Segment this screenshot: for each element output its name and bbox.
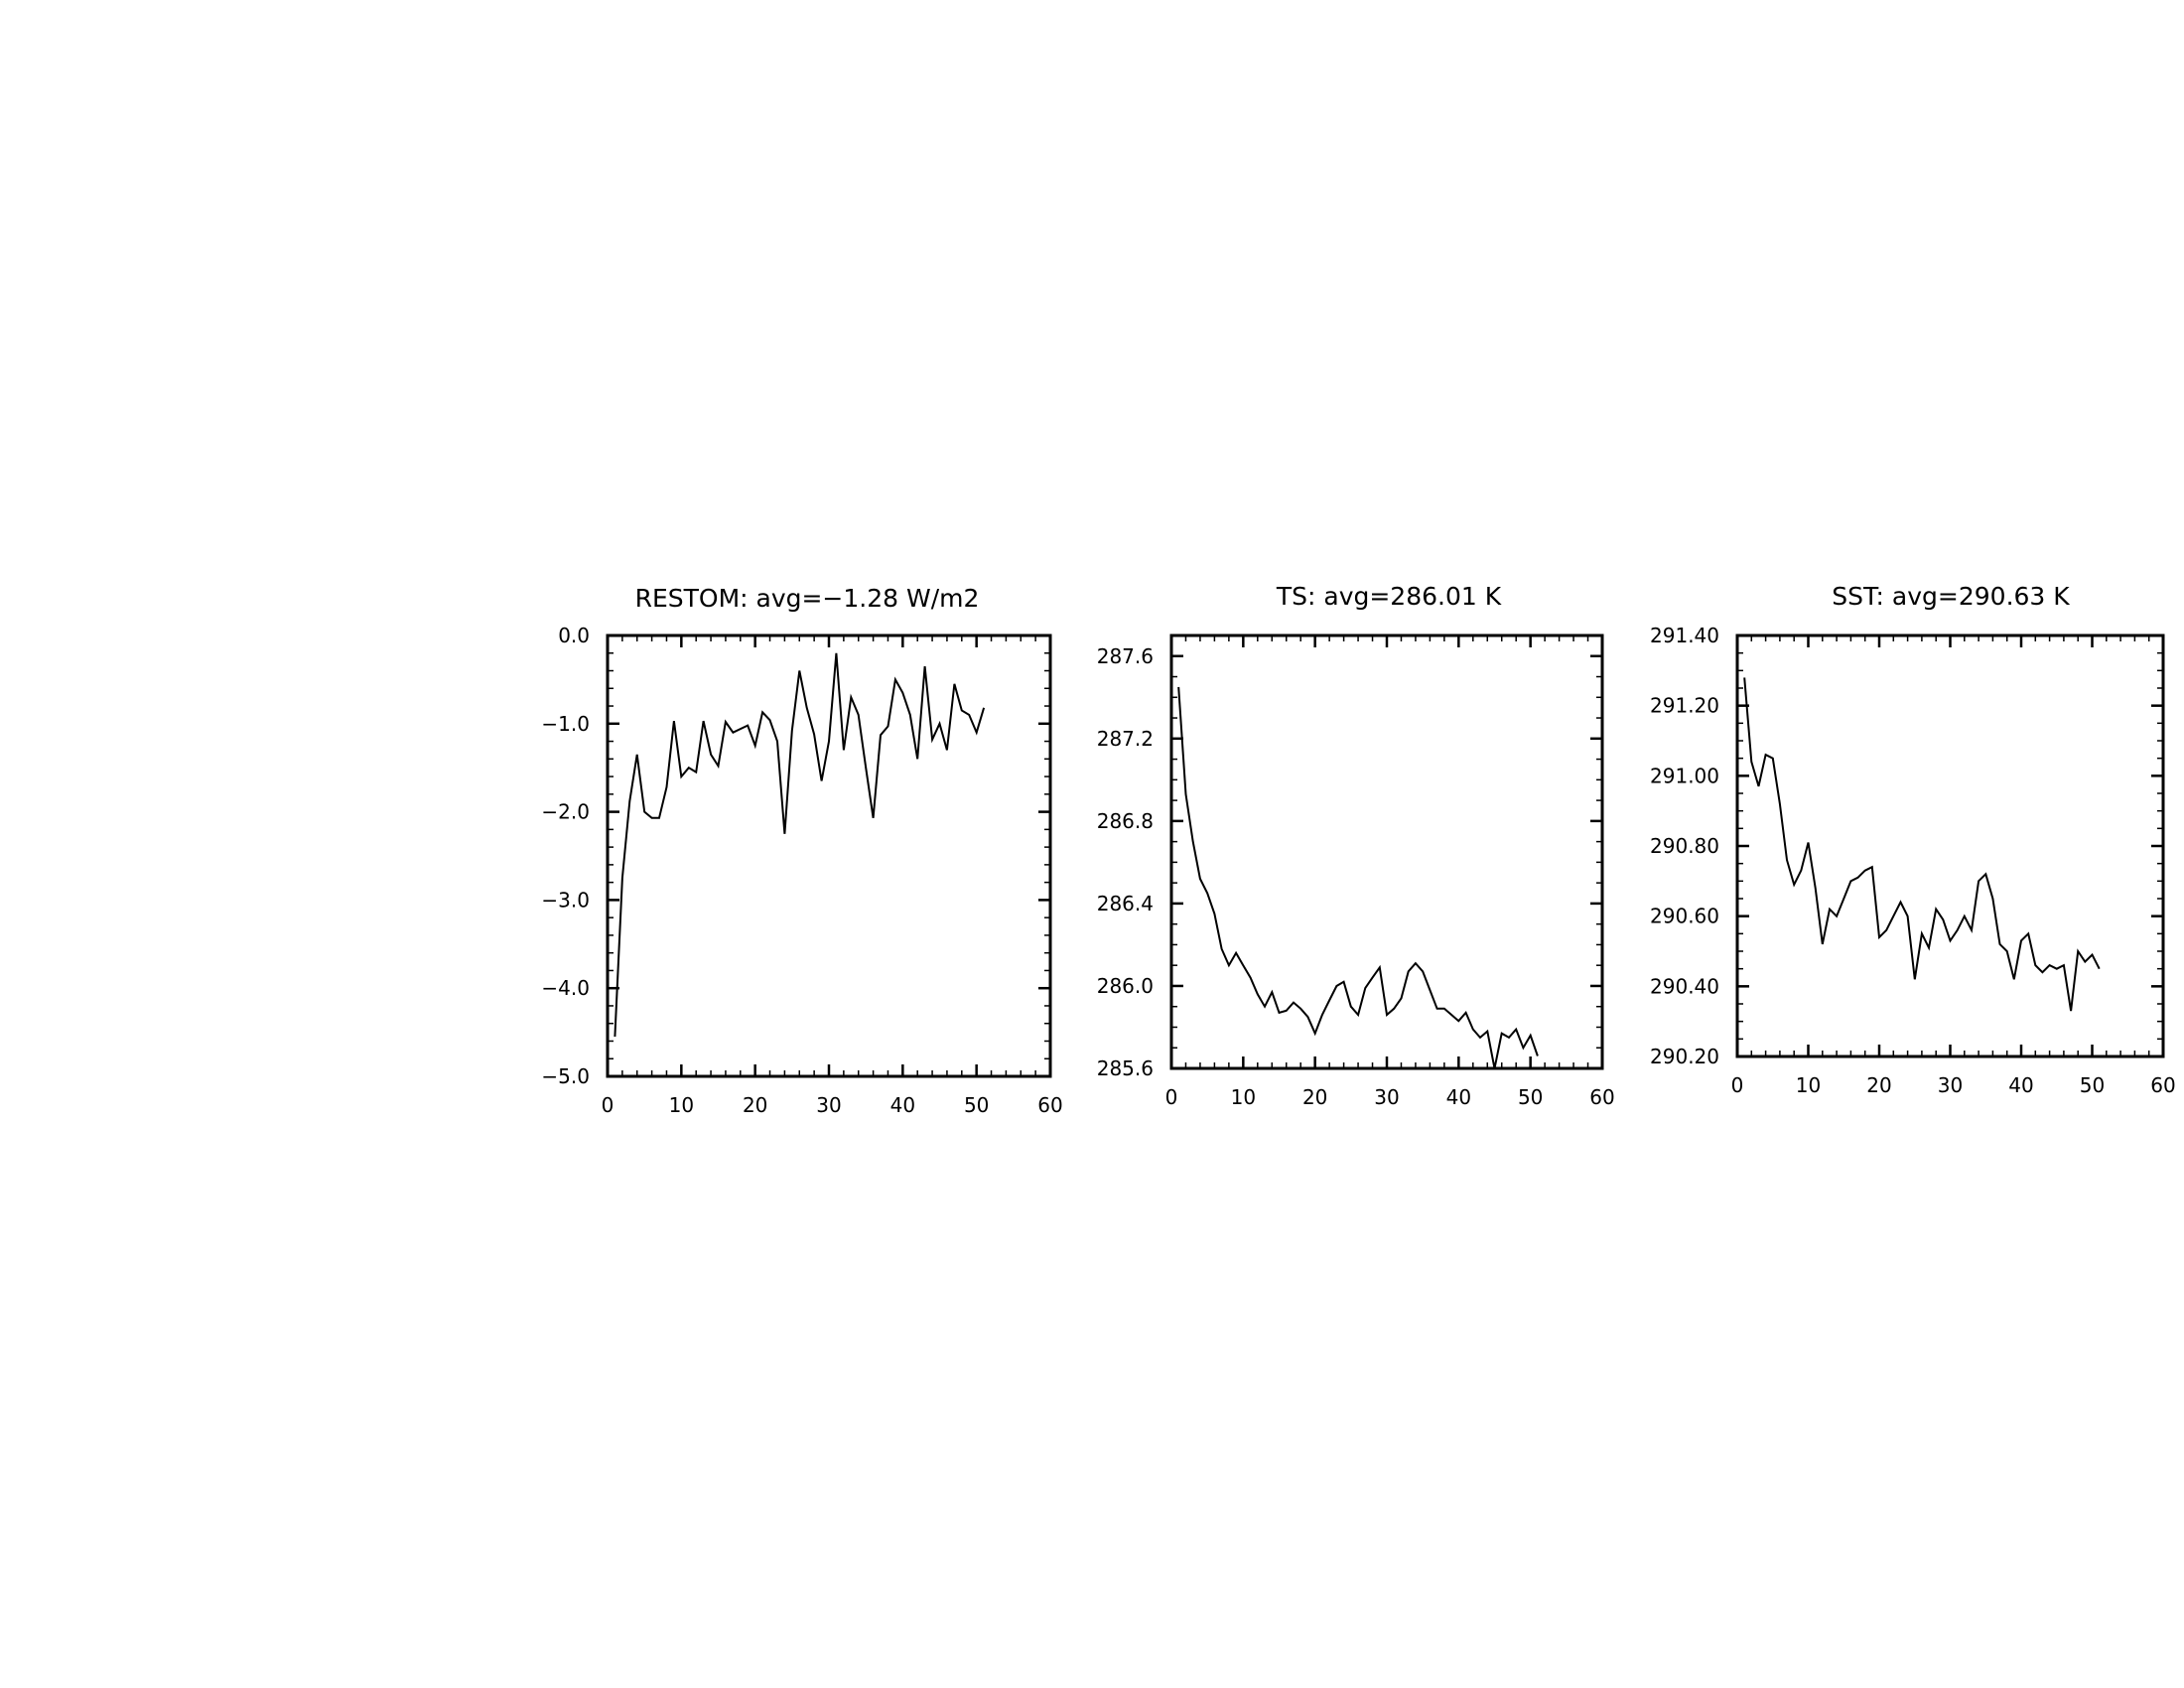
x-tick-label: 10	[1796, 1073, 1821, 1097]
y-tick-label: 290.20	[1650, 1045, 1719, 1068]
y-tick-label: 290.40	[1650, 974, 1719, 998]
x-tick-label: 0	[1165, 1085, 1178, 1109]
x-tick-label: 0	[602, 1093, 614, 1117]
y-tick-label: 286.4	[1097, 892, 1154, 915]
y-tick-label: 287.2	[1097, 727, 1154, 751]
y-tick-label: 0.0	[558, 624, 590, 647]
x-tick-label: 60	[2150, 1073, 2175, 1097]
x-tick-label: 60	[1589, 1085, 1614, 1109]
chart-title: TS: avg=286.01 K	[1276, 582, 1502, 611]
chart-title: RESTOM: avg=−1.28 W/m2	[635, 584, 980, 613]
series-line	[1177, 686, 1539, 1069]
y-tick-label: 291.40	[1650, 624, 1719, 647]
y-tick-label: 285.6	[1097, 1056, 1154, 1080]
y-tick-label: 287.6	[1097, 644, 1154, 668]
x-tick-label: 20	[743, 1093, 767, 1117]
chart-title: SST: avg=290.63 K	[1832, 582, 2070, 611]
y-tick-label: 290.80	[1650, 834, 1719, 858]
sst-panel: SST: avg=290.63 K 0 10 20 30 40 50 60 290.20 290…	[1650, 582, 2176, 1097]
y-tick-label: −4.0	[541, 976, 590, 1000]
y-tick-label: 290.60	[1650, 905, 1719, 928]
y-tick-label: −5.0	[541, 1064, 590, 1088]
plot-frame	[1735, 633, 2165, 1058]
y-tick-label: −3.0	[541, 888, 590, 912]
y-tick-label: 286.8	[1097, 809, 1154, 833]
x-tick-label: 20	[1866, 1073, 1891, 1097]
x-tick-label: 30	[1374, 1085, 1399, 1109]
y-tick-label: −2.0	[541, 800, 590, 824]
x-tick-label: 60	[1037, 1093, 1062, 1117]
x-tick-label: 0	[1731, 1073, 1744, 1097]
y-tick-label: 291.00	[1650, 764, 1719, 787]
x-tick-label: 30	[1938, 1073, 1963, 1097]
y-tick-label: 286.0	[1097, 974, 1154, 998]
x-tick-label: 50	[2080, 1073, 2105, 1097]
x-tick-label: 10	[669, 1093, 694, 1117]
y-tick-label: −1.0	[541, 712, 590, 736]
x-tick-label: 40	[2008, 1073, 2033, 1097]
x-tick-label: 40	[1446, 1085, 1471, 1109]
series-line	[1743, 677, 2101, 1012]
x-tick-label: 30	[816, 1093, 841, 1117]
plot-frame	[606, 633, 1052, 1078]
x-tick-label: 20	[1302, 1085, 1327, 1109]
plot-frame	[1169, 633, 1604, 1070]
x-tick-label: 40	[890, 1093, 915, 1117]
series-line	[614, 652, 986, 1038]
x-tick-label: 10	[1231, 1085, 1256, 1109]
restom-panel: RESTOM: avg=−1.28 W/m2 0 10 20 30 40 50 60 −5.0…	[541, 584, 1062, 1117]
x-tick-label: 50	[964, 1093, 989, 1117]
x-tick-label: 50	[1518, 1085, 1543, 1109]
ts-panel: TS: avg=286.01 K 0 10 20 30 40 50 60 285.6 286.0…	[1097, 582, 1615, 1109]
y-tick-label: 291.20	[1650, 694, 1719, 718]
